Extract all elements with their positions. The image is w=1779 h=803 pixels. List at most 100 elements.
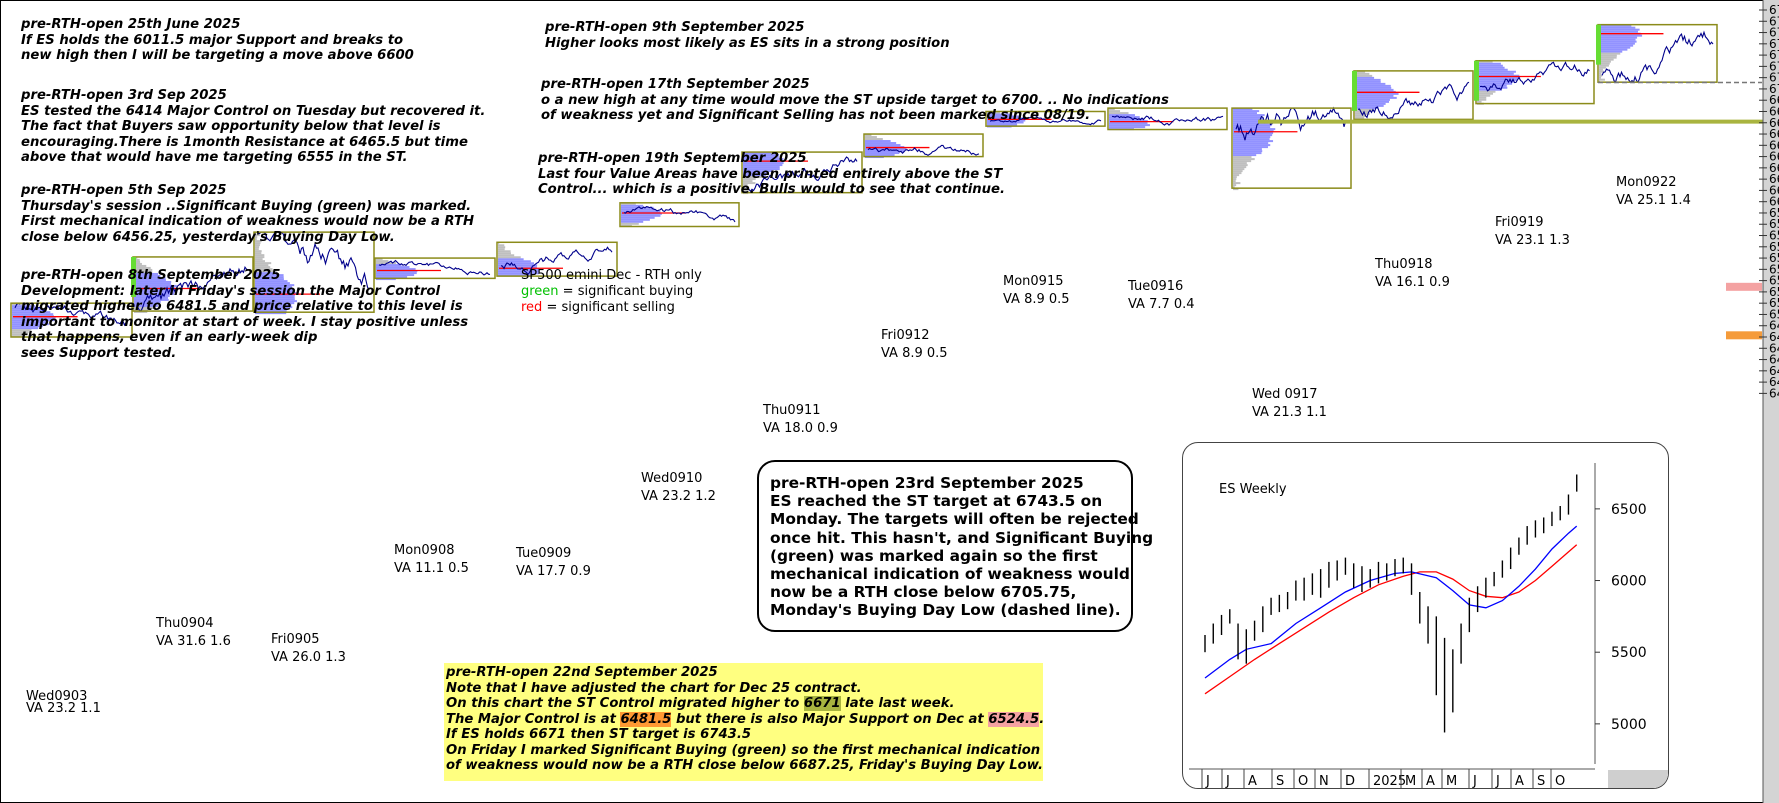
session-va-label: VA 23.1 1.3 [1495,233,1570,248]
session-name-label: Tue0916 [1127,279,1183,294]
profile-bar [1109,110,1121,113]
note-line: pre-RTH-open 8th September 2025 [21,268,281,283]
profile-bar [255,306,293,309]
profile-bar [255,310,287,313]
profile-bar [255,244,260,247]
profile-bar [1477,70,1516,73]
y-tick-label: 6620 [1769,172,1779,186]
profile-bar [1109,114,1135,117]
session-mon0908: Mon0908 VA 11.1 0.5 [374,257,496,576]
session-va-label: VA 25.1 1.4 [1616,193,1691,208]
profile-bar [255,256,265,259]
weekly-x-tick-label: A [1515,774,1524,789]
note-sep23: pre-RTH-open 23rd September 2025 ES reac… [770,474,1153,620]
profile-bar [255,274,284,277]
note-june25: pre-RTH-open 25th June 2025 If ES holds … [21,17,414,64]
profile-bar [1233,172,1242,175]
session-fri0912: Fri0912 VA 8.9 0.5 [863,133,984,361]
profile-bar [134,300,161,303]
profile-bar [376,276,408,279]
profile-bar [743,152,771,155]
significant-buying-marker [131,256,136,297]
profile-bar [1477,98,1487,101]
profile-bar [865,136,877,139]
profile-bar [1233,128,1276,131]
profile-bar [498,274,533,277]
session-fri0919: Fri0919 VA 23.1 1.3 [1474,59,1595,248]
profile-bar [1233,144,1271,147]
profile-bar [1355,116,1365,119]
profile-bar [255,240,262,243]
session-name-label: Mon0922 [1616,175,1677,190]
profile-bar [134,306,155,309]
profile-bar [255,252,262,255]
value-area-box [10,302,133,338]
y-tick-label: 6680 [1769,104,1779,118]
profile-bar [134,298,169,301]
note-line: sees Support tested. [21,345,177,361]
note-line: encouraging.There is 1month Resistance a… [21,134,468,150]
profile-bar [1233,154,1257,157]
profile-bar [1477,82,1513,85]
profile-bar [1599,48,1628,51]
session-tue0916: Tue0916 VA 7.7 0.4 [1107,107,1228,312]
profile-bar [1599,56,1617,59]
profile-bar [255,292,297,295]
value-area-box [374,257,496,280]
profile-bar [1233,148,1262,151]
note-line: Note that I have adjusted the chart for … [446,680,862,696]
note-sep22: pre-RTH-open 22nd September 2025 Note th… [446,665,1044,774]
profile-bar [376,258,383,261]
profile-bar [1599,54,1617,57]
profile-bar [498,266,537,269]
note-sep19: pre-RTH-open 19th September 2025 Last fo… [538,151,1005,198]
profile-bar [255,302,295,305]
profile-bar [376,266,410,269]
profile-bar [1599,66,1607,69]
y-tick-label: 6650 [1769,138,1779,152]
note-line: Monday's Buying Day Low (dashed line). [770,601,1121,620]
note-sep22-box: pre-RTH-open 22nd September 2025 Note th… [444,663,1044,781]
session-name-label: Wed0903 [26,689,87,704]
profile-bar [255,312,287,315]
y-tick-label: 6500 [1769,307,1779,321]
profile-bar [1477,90,1496,93]
profile-bar [1599,38,1636,41]
weekly-slow-ma-line [1204,544,1578,695]
profile-bar [255,284,295,287]
profile-bar [987,113,1013,116]
profile-bar [621,208,657,211]
profile-bar [1477,80,1514,83]
profile-bar [1109,118,1144,121]
profile-bar [621,216,655,219]
profile-bar [1233,120,1267,123]
note-text: but there is also Major Support on Dec a… [671,711,989,727]
weekly-x-tick-label: A [1426,774,1435,789]
y-tick-label: 6670 [1769,116,1779,130]
profile-bar [1233,126,1271,129]
profile-bar [12,325,43,328]
profile-bar [255,246,260,249]
profile-bar [1599,64,1609,67]
profile-bar [376,274,415,277]
profile-bar [1477,96,1487,99]
profile-bar [255,278,284,281]
profile-bar [987,119,1026,122]
significant-buying-marker [1474,60,1479,101]
profile-bar [1599,70,1605,73]
profile-bar [498,264,538,267]
profile-bar [1233,188,1239,191]
session-name-label: Wed0910 [641,471,702,486]
profile-bar [1233,138,1270,141]
profile-bar [743,184,748,187]
price-line [500,246,613,276]
profile-bar [621,214,661,217]
weekly-x-tick-label: S [1537,774,1545,789]
profile-bar [1599,50,1623,53]
profile-bar [865,142,897,145]
profile-bar [1355,106,1379,109]
price-line [14,302,128,327]
profile-bar [498,272,539,275]
y-tick-label: 6710 [1769,71,1779,85]
